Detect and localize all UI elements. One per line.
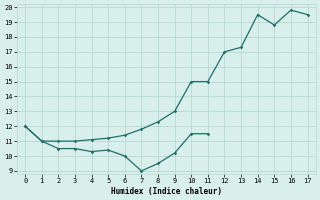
X-axis label: Humidex (Indice chaleur): Humidex (Indice chaleur)	[111, 187, 222, 196]
